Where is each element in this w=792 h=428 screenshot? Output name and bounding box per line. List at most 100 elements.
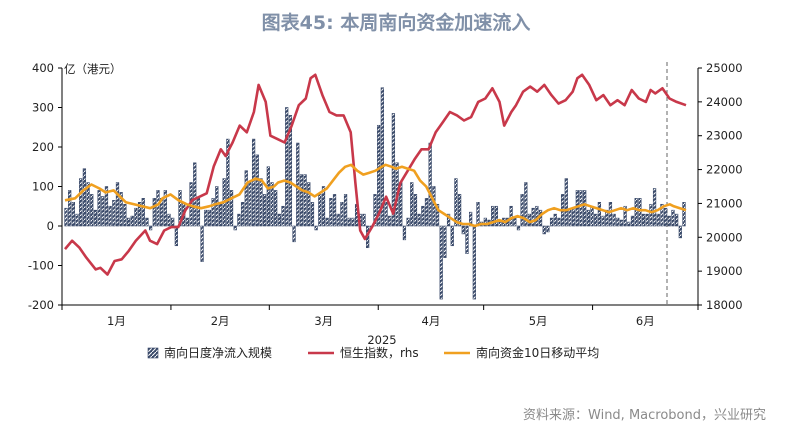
- inflow-bar: [233, 225, 237, 231]
- inflow-bar: [424, 198, 429, 227]
- x-tick-label: 4月: [422, 314, 441, 328]
- inflow-bar: [377, 124, 381, 227]
- left-tick-label: 300: [32, 101, 54, 115]
- inflow-bar: [266, 166, 270, 227]
- inflow-bar: [171, 217, 175, 227]
- inflow-bar: [255, 154, 259, 227]
- legend: 南向日度净流入规模 恒生指数，rhs 南向资金10日移动平均: [147, 345, 599, 360]
- legend-ma10-label: 南向资金10日移动平均: [476, 345, 599, 360]
- inflow-bar: [531, 207, 535, 227]
- inflow-bar: [557, 217, 561, 227]
- bars-series: [64, 87, 686, 300]
- right-tick-label: 22000: [706, 163, 743, 177]
- inflow-bar: [494, 205, 499, 227]
- inflow-bar: [299, 174, 304, 227]
- inflow-bar: [616, 217, 620, 227]
- inflow-bar: [274, 190, 278, 227]
- inflow-bar: [516, 225, 521, 231]
- inflow-bar: [123, 203, 127, 227]
- inflow-bar: [240, 202, 245, 227]
- inflow-bar: [546, 225, 550, 233]
- inflow-bar: [645, 213, 649, 227]
- inflow-bar: [450, 225, 454, 247]
- inflow-bar: [75, 213, 79, 227]
- inflow-bar: [421, 205, 425, 227]
- legend-bar-label: 南向日度净流入规模: [164, 345, 272, 360]
- inflow-bar: [226, 138, 230, 227]
- inflow-bar: [535, 205, 539, 227]
- inflow-bar: [314, 225, 318, 231]
- inflow-bar: [218, 203, 223, 227]
- inflow-bar: [443, 225, 447, 258]
- inflow-bar: [90, 194, 94, 227]
- inflow-bar: [263, 194, 267, 227]
- inflow-bar: [553, 213, 557, 227]
- inflow-bar: [285, 107, 289, 227]
- inflow-bar: [71, 202, 75, 227]
- inflow-bar: [64, 207, 68, 227]
- inflow-bar: [307, 182, 311, 227]
- inflow-bar: [590, 205, 594, 227]
- hsi-line: [64, 73, 687, 276]
- inflow-bar: [343, 194, 348, 227]
- inflow-bar: [465, 225, 469, 254]
- inflow-bar: [568, 209, 572, 227]
- inflow-bar: [384, 202, 388, 227]
- legend-bar-swatch: [147, 347, 159, 359]
- inflow-bar: [586, 209, 590, 227]
- inflow-bar: [391, 113, 396, 227]
- inflow-bar: [491, 205, 495, 227]
- inflow-bar: [340, 202, 344, 227]
- inflow-bar: [288, 115, 293, 227]
- inflow-bar: [380, 87, 384, 227]
- inflow-bar: [351, 217, 355, 227]
- inflow-bar: [134, 207, 138, 227]
- inflow-bar: [417, 213, 421, 227]
- right-tick-label: 23000: [706, 129, 743, 143]
- inflow-bar: [652, 188, 657, 227]
- inflow-bar: [211, 198, 215, 227]
- inflow-bar: [572, 207, 576, 227]
- inflow-bar: [193, 162, 197, 227]
- inflow-bar: [594, 213, 598, 227]
- inflow-bar: [104, 186, 109, 227]
- inflow-bar: [347, 217, 351, 227]
- inflow-bar: [277, 213, 281, 227]
- inflow-bar: [101, 196, 105, 227]
- left-tick-label: 200: [32, 140, 54, 154]
- inflow-bar: [270, 182, 274, 227]
- x-tick-label: 2月: [211, 314, 230, 328]
- inflow-bar: [428, 142, 432, 227]
- inflow-bar: [296, 142, 300, 227]
- inflow-bar: [292, 225, 296, 243]
- left-tick-label: 400: [32, 61, 54, 75]
- inflow-bar: [627, 221, 631, 227]
- left-axis-unit: 亿（港元）: [64, 62, 122, 76]
- inflow-bar: [329, 198, 333, 227]
- inflow-bar: [583, 190, 587, 227]
- legend-hsi-label: 恒生指数，rhs: [340, 345, 419, 360]
- left-tick-label: -100: [28, 259, 54, 273]
- inflow-bar: [112, 200, 116, 227]
- inflow-bar: [115, 182, 120, 227]
- inflow-bar: [612, 213, 616, 227]
- inflow-bar: [671, 209, 675, 227]
- inflow-bar: [137, 202, 142, 227]
- inflow-bar: [524, 182, 528, 227]
- inflow-bar: [325, 217, 329, 227]
- inflow-bar: [413, 194, 418, 227]
- inflow-bar: [310, 202, 315, 227]
- inflow-bar: [204, 209, 208, 227]
- inflow-bar: [321, 186, 326, 227]
- inflow-bar: [454, 178, 458, 227]
- inflow-bar: [597, 202, 602, 227]
- left-tick-label: -200: [28, 298, 54, 312]
- x-tick-label: 3月: [314, 314, 333, 328]
- inflow-bar: [237, 213, 241, 227]
- x-tick-label: 5月: [529, 314, 548, 328]
- inflow-bar: [251, 138, 256, 227]
- inflow-bar: [641, 213, 646, 227]
- inflow-bar: [196, 198, 201, 227]
- inflow-bar: [119, 192, 123, 227]
- right-tick-label: 24000: [706, 95, 743, 109]
